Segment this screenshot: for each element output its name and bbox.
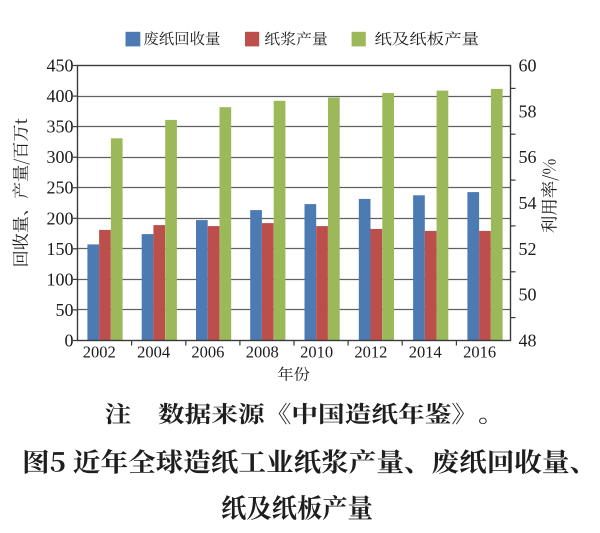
svg-text:300: 300: [47, 147, 74, 167]
svg-text:0: 0: [65, 331, 74, 351]
svg-text:2004: 2004: [137, 343, 170, 362]
svg-text:50: 50: [56, 300, 74, 320]
svg-text:2016: 2016: [463, 343, 496, 362]
svg-text:100: 100: [47, 269, 74, 289]
svg-text:2010: 2010: [300, 343, 333, 362]
svg-text:52: 52: [519, 239, 537, 259]
svg-text:200: 200: [47, 208, 74, 228]
svg-text:2012: 2012: [354, 343, 387, 362]
svg-text:350: 350: [47, 117, 74, 137]
svg-text:54: 54: [519, 193, 537, 213]
svg-text:56: 56: [519, 147, 537, 167]
svg-text:58: 58: [519, 101, 537, 121]
svg-text:60: 60: [519, 56, 537, 76]
svg-text:2002: 2002: [83, 343, 116, 362]
svg-text:450: 450: [47, 56, 74, 76]
svg-text:2006: 2006: [191, 343, 224, 362]
svg-text:48: 48: [519, 331, 537, 351]
svg-text:400: 400: [47, 86, 74, 106]
svg-text:2008: 2008: [246, 343, 279, 362]
svg-text:50: 50: [519, 285, 537, 305]
svg-text:2014: 2014: [409, 343, 442, 362]
svg-text:250: 250: [47, 178, 74, 198]
svg-text:150: 150: [47, 239, 74, 259]
